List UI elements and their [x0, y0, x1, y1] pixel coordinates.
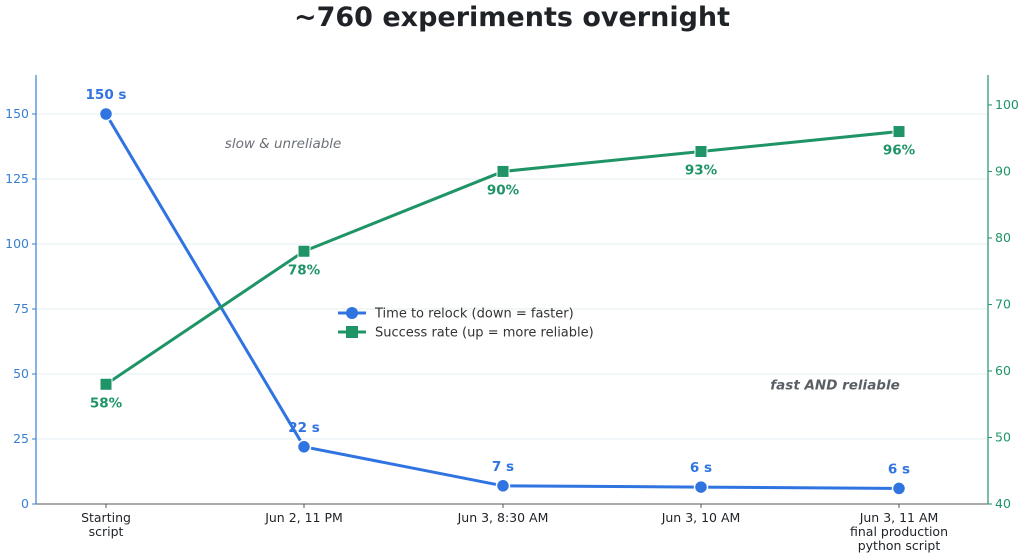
chart-title: ~760 experiments overnight: [294, 2, 730, 33]
left-tick-label: 125: [5, 171, 29, 186]
grid: [36, 113, 988, 440]
left-tick-label: 150: [5, 106, 29, 121]
left-tick-label: 0: [21, 496, 29, 511]
left-tick-label: 75: [13, 301, 29, 316]
data-label: 6 s: [888, 461, 910, 477]
data-label: 22 s: [288, 420, 320, 436]
series-layer: [98, 106, 907, 496]
legend-marker: [346, 307, 358, 319]
data-labels: 150 s 22 s 7 s 6 s 6 s 58% 78% 90% 93% 96%: [86, 87, 916, 477]
right-tick-label: 60: [995, 363, 1011, 378]
data-point: [694, 144, 708, 158]
x-tick-label: Jun 3, 8:30 AM: [457, 510, 549, 525]
legend-label: Time to relock (down = faster): [374, 307, 574, 322]
left-tick-label: 100: [5, 236, 29, 251]
annotation: slow & unreliable: [225, 136, 342, 152]
left-tick-label: 50: [13, 366, 29, 381]
data-point: [495, 478, 511, 494]
right-tick-label: 100: [995, 97, 1019, 112]
data-point: [496, 164, 510, 178]
right-tick-label: 50: [995, 429, 1011, 444]
axes: 0 25 50 75 100 125 150 40 50 60 70 80 90 100 Starting s…: [5, 75, 1019, 553]
x-tick-label: Jun 2, 11 PM: [264, 510, 343, 525]
data-point: [892, 125, 906, 139]
right-tick-label: 40: [995, 496, 1011, 511]
x-tick-label: Jun 3, 10 AM: [661, 510, 741, 525]
x-tick-label: Starting script: [81, 510, 131, 539]
x-tick-label: Jun 3, 11 AM final production python scrip…: [850, 510, 948, 553]
right-tick-label: 80: [995, 230, 1011, 245]
annotation: fast AND reliable: [770, 378, 899, 394]
data-point: [693, 479, 709, 495]
data-point: [99, 377, 113, 391]
legend-label: Success rate (up = more reliable): [375, 326, 594, 341]
data-point: [297, 244, 311, 258]
right-tick-label: 90: [995, 163, 1011, 178]
data-label: 96%: [883, 143, 916, 159]
data-label: 78%: [288, 262, 321, 278]
data-label: 90%: [487, 182, 520, 198]
data-point: [296, 439, 312, 455]
data-label: 7 s: [492, 459, 514, 475]
legend-marker: [346, 326, 358, 338]
data-label: 58%: [90, 395, 123, 411]
annotations: slow & unreliable fast AND reliable: [225, 136, 900, 394]
legend: Time to relock (down = faster) Success ra…: [338, 307, 594, 341]
data-point: [98, 106, 114, 122]
data-label: 6 s: [690, 460, 712, 476]
data-label: 150 s: [86, 87, 127, 103]
left-tick-label: 25: [13, 431, 29, 446]
data-point: [891, 481, 907, 496]
right-tick-label: 70: [995, 296, 1011, 311]
data-label: 93%: [685, 162, 718, 178]
